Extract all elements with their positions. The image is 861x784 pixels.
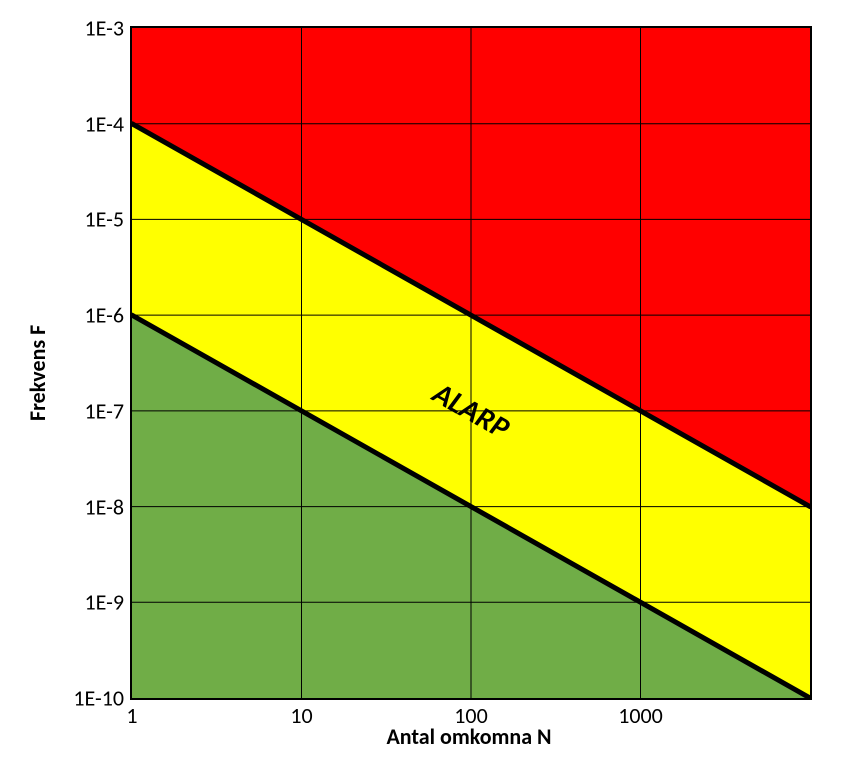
y-tick-label: 1E-4 [85,110,133,137]
y-tick-label: 1E-10 [73,685,132,712]
y-axis-title: Frekvens F [24,325,51,421]
plot-svg [132,28,810,698]
x-tick-label: 1000 [618,698,663,729]
y-tick-label: 1E-7 [85,397,133,424]
plot-area: ALARP 1E-31E-41E-51E-61E-71E-81E-91E-101… [130,26,812,700]
y-tick-label: 1E-8 [85,493,133,520]
y-tick-label: 1E-9 [85,589,133,616]
x-tick-label: 1 [126,698,137,729]
y-tick-label: 1E-5 [85,206,133,233]
x-tick-label: 10 [290,698,312,729]
fn-chart-container: Frekvens F Antal omkomna N ALARP 1E-31E-… [0,0,861,784]
y-tick-label: 1E-3 [85,15,133,42]
x-tick-label: 100 [454,698,487,729]
y-tick-label: 1E-6 [85,302,133,329]
